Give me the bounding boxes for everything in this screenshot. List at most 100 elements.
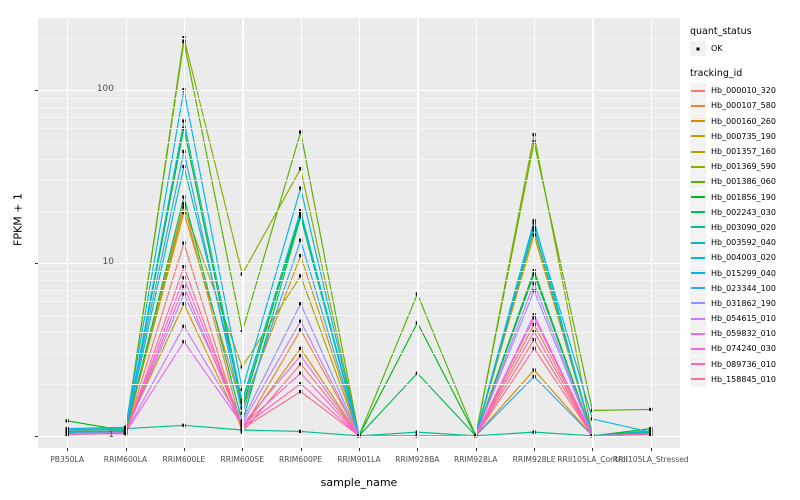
x-tick-label: RRIM600LA [103, 455, 148, 464]
legend-item[interactable]: Hb_015299_040 [690, 265, 800, 281]
legend-line-swatch [690, 98, 706, 114]
legend-line-swatch [690, 219, 706, 235]
legend-line-swatch [690, 83, 706, 99]
legend-item[interactable]: Hb_004003_020 [690, 250, 800, 266]
legend-line-swatch [690, 159, 706, 175]
x-tick-label: RRII105LA_Control [557, 455, 628, 464]
legend-item[interactable]: Hb_001357_160 [690, 144, 800, 160]
legend-item[interactable]: Hb_000160_260 [690, 113, 800, 129]
legend-line-swatch [690, 265, 706, 281]
legend-item[interactable]: Hb_059832_010 [690, 326, 800, 342]
legend-item-label: Hb_031862_190 [711, 298, 776, 308]
y-tick-label: 1 [108, 429, 114, 440]
legend-item[interactable]: Hb_000107_580 [690, 98, 800, 114]
y-tick-label: 10 [102, 256, 114, 267]
legend-item-label: Hb_000010_320 [711, 86, 776, 96]
legend-item[interactable]: Hb_000010_320 [690, 83, 800, 99]
x-tick-label: RRIM600SE [220, 455, 264, 464]
legend-item-label: Hb_003592_040 [711, 238, 776, 248]
legend-item-label: Hb_001369_590 [711, 162, 776, 172]
legend-item[interactable]: Hb_001386_060 [690, 174, 800, 190]
legend-line-swatch [690, 295, 706, 311]
legend-item-label: Hb_001386_060 [711, 177, 776, 187]
legend-item-label: Hb_089736_010 [711, 359, 776, 369]
legend-item[interactable]: Hb_023344_100 [690, 280, 800, 296]
x-tick-mark [242, 448, 244, 451]
legend-line-swatch [690, 356, 706, 372]
legend-title-tracking-id: tracking_id [690, 68, 743, 80]
legend-item[interactable]: Hb_089736_010 [690, 356, 800, 372]
x-tick-mark [125, 448, 127, 451]
legend-item-label: OK [711, 44, 723, 54]
legend-item-label: Hb_158845_010 [711, 374, 776, 384]
legend-item-label: Hb_023344_100 [711, 283, 776, 293]
gridline-major-vertical [417, 18, 419, 448]
legend-item-label: Hb_003090_020 [711, 222, 776, 232]
legend-item-label: Hb_000735_190 [711, 131, 776, 141]
legend-line-swatch [690, 311, 706, 327]
legend-line-swatch [690, 371, 706, 387]
x-tick-mark [417, 448, 419, 451]
gridline-major-vertical [650, 18, 653, 448]
legend-item[interactable]: Hb_000735_190 [690, 128, 800, 144]
legend-item-label: Hb_001357_160 [711, 147, 776, 157]
legend-item[interactable]: OK [690, 41, 800, 57]
legend-item-label: Hb_015299_040 [711, 268, 776, 278]
gridline-major-vertical [242, 18, 244, 448]
legend-line-swatch [690, 174, 706, 190]
y-tick-mark [35, 262, 38, 264]
legend-line-swatch [690, 341, 706, 357]
gridline-major-vertical [125, 18, 127, 448]
x-tick-mark [534, 448, 536, 451]
legend-item-label: Hb_004003_020 [711, 253, 776, 263]
x-tick-label: RRIM928BA [395, 455, 440, 464]
legend-line-swatch [690, 189, 706, 205]
legend-line-swatch [690, 280, 706, 296]
x-tick-mark [183, 448, 185, 451]
legend-item[interactable]: Hb_074240_030 [690, 341, 800, 357]
x-tick-label: RRIM600LE [162, 455, 206, 464]
legend-item[interactable]: Hb_003592_040 [690, 235, 800, 251]
x-axis-title: sample_name [320, 476, 398, 489]
gridline-major-vertical [592, 18, 594, 448]
legend-item-label: Hb_002243_030 [711, 207, 776, 217]
legend-line-swatch [690, 250, 706, 266]
legend-item-label: Hb_054615_010 [711, 314, 776, 324]
x-tick-mark [359, 448, 360, 451]
legend-item-label: Hb_000107_580 [711, 101, 776, 111]
legend-point-swatch [690, 41, 706, 57]
x-tick-mark [475, 448, 477, 451]
x-tick-label: RRIM901LA [337, 455, 381, 464]
x-tick-mark [67, 448, 69, 451]
legend-item[interactable]: Hb_001856_190 [690, 189, 800, 205]
legend-item[interactable]: Hb_003090_020 [690, 219, 800, 235]
plot-panel [38, 18, 680, 448]
legend-line-swatch [690, 235, 706, 251]
legend-item-label: Hb_074240_030 [711, 344, 776, 354]
legend-item[interactable]: Hb_158845_010 [690, 371, 800, 387]
x-tick-label: RRIM600PE [279, 455, 323, 464]
y-tick-mark [35, 435, 38, 437]
x-tick-label: RRIM928LE [512, 455, 556, 464]
legend-item[interactable]: Hb_001369_590 [690, 159, 800, 175]
gridline-major-vertical [534, 18, 536, 448]
legend-line-swatch [690, 128, 706, 144]
gridline-major-vertical [67, 18, 69, 448]
x-tick-label: RRII105LA_Stressed [612, 455, 689, 464]
legend: quant_status OK tracking_id Hb_000010_32… [690, 26, 800, 399]
legend-items-tracking-id: Hb_000010_320 Hb_000107_580 Hb_000160_260 H… [690, 83, 800, 387]
legend-item[interactable]: Hb_054615_010 [690, 311, 800, 327]
legend-item[interactable]: Hb_002243_030 [690, 204, 800, 220]
legend-item[interactable]: Hb_031862_190 [690, 295, 800, 311]
y-tick-label: 100 [96, 83, 114, 94]
gridline-major-vertical [359, 18, 361, 448]
legend-group-tracking-id: tracking_id Hb_000010_320 Hb_000107_580 Hb… [690, 68, 800, 387]
legend-line-swatch [690, 144, 706, 160]
x-tick-mark [592, 448, 594, 451]
legend-group-quant-status: quant_status OK [690, 26, 800, 57]
gridline-major-vertical [300, 18, 302, 448]
data-point [590, 417, 595, 421]
x-tick-label: PB350LA [50, 455, 85, 464]
legend-line-swatch [690, 326, 706, 342]
